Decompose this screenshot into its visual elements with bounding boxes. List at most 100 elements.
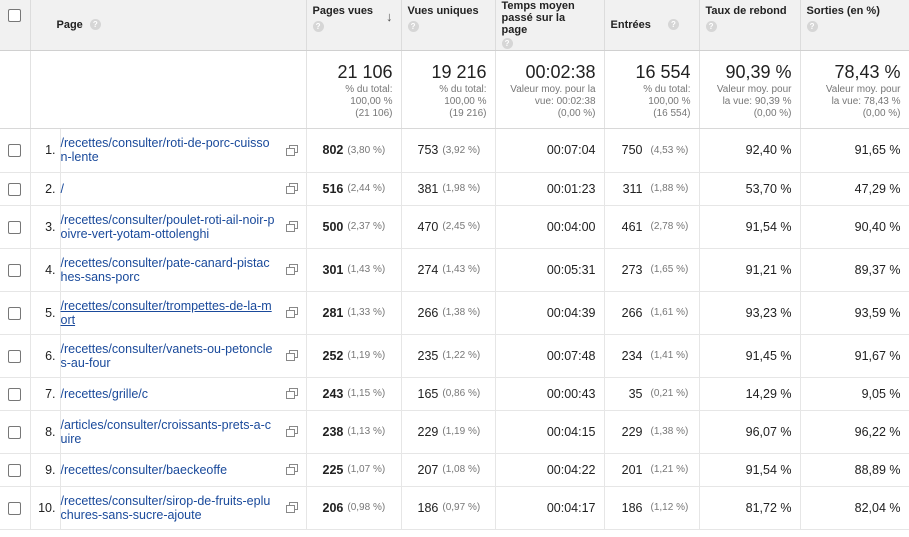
entries-value: 266 [621, 305, 643, 320]
row-checkbox[interactable] [8, 182, 22, 196]
pageviews-percent: (2,37 %) [347, 221, 386, 232]
avg-time-value: 00:00:43 [495, 377, 605, 411]
open-in-new-icon[interactable] [285, 388, 298, 399]
total-sub: (19 216) [449, 107, 487, 119]
pageviews-cell: 802 (3,80 %) [306, 128, 402, 173]
page-cell: /recettes/consulter/roti-de-porc-cuisson… [60, 128, 307, 173]
pageviews-percent: (1,07 %) [347, 464, 386, 475]
pageviews-value: 301 [322, 262, 344, 277]
help-icon[interactable]: ? [705, 21, 717, 32]
row-checkbox-cell [0, 453, 31, 487]
open-in-new-icon[interactable] [285, 426, 298, 437]
unique-value: 266 [417, 305, 439, 320]
row-checkbox[interactable] [8, 263, 22, 277]
unique-percent: (1,19 %) [442, 426, 481, 437]
help-icon[interactable]: ? [312, 21, 324, 32]
page-link[interactable]: /recettes/consulter/sirop-de-fruits-eplu… [60, 493, 271, 522]
row-checkbox[interactable] [8, 387, 22, 401]
open-in-new-icon[interactable] [285, 464, 298, 475]
page-cell: /recettes/grille/c [60, 377, 307, 411]
page-link[interactable]: /recettes/consulter/vanets-ou-petoncles-… [60, 341, 273, 370]
help-icon[interactable]: ? [501, 38, 513, 49]
column-label-bounce: Taux de rebond [705, 5, 787, 17]
row-checkbox[interactable] [8, 463, 22, 477]
pageviews-percent: (1,33 %) [347, 307, 386, 318]
page-link[interactable]: /recettes/consulter/poulet-roti-ail-noir… [60, 212, 275, 241]
exits-value: 89,37 % [800, 248, 909, 292]
unique-cell: 235 (1,22 %) [401, 334, 496, 378]
page-link[interactable]: /recettes/consulter/trompettes-de-la-mor… [60, 298, 272, 327]
page-cell: /recettes/consulter/trompettes-de-la-mor… [60, 291, 307, 335]
bounce-value: 53,70 % [699, 172, 801, 206]
row-checkbox[interactable] [8, 349, 22, 363]
unique-cell: 229 (1,19 %) [401, 410, 496, 454]
bounce-value: 91,54 % [699, 205, 801, 249]
column-header-unique[interactable]: Vues uniques ? [401, 0, 496, 51]
pageviews-percent: (2,44 %) [347, 183, 386, 194]
entries-cell: 461 (2,78 %) [604, 205, 700, 249]
entries-value: 234 [621, 348, 643, 363]
column-header-bounce[interactable]: Taux de rebond ? [699, 0, 801, 51]
open-in-new-icon[interactable] [285, 350, 298, 361]
page-link[interactable]: /recettes/grille/c [60, 386, 149, 401]
sort-descending-icon[interactable]: ↓ [386, 9, 393, 24]
unique-cell: 165 (0,86 %) [401, 377, 496, 411]
row-checkbox[interactable] [8, 501, 22, 515]
pageviews-cell: 301 (1,43 %) [306, 248, 402, 292]
open-in-new-icon[interactable] [285, 307, 298, 318]
avg-time-value: 00:04:22 [495, 453, 605, 487]
total-value: 21 106 [337, 61, 393, 82]
column-label-unique: Vues uniques [407, 5, 479, 17]
column-header-pageviews[interactable]: Pages vues ? ↓ [306, 0, 402, 51]
unique-cell: 381 (1,98 %) [401, 172, 496, 206]
row-checkbox[interactable] [8, 144, 22, 158]
open-in-new-icon[interactable] [285, 144, 298, 156]
row-number: 1. [30, 128, 61, 173]
row-checkbox[interactable] [8, 425, 22, 439]
avg-time-value: 00:04:15 [495, 410, 605, 454]
help-icon[interactable]: ? [667, 19, 679, 31]
help-icon[interactable]: ? [407, 21, 419, 32]
unique-percent: (1,08 %) [442, 464, 481, 475]
pageviews-cell: 516 (2,44 %) [306, 172, 402, 206]
exits-value: 90,40 % [800, 205, 909, 249]
entries-percent: (2,78 %) [650, 221, 689, 232]
row-number: 4. [30, 248, 61, 292]
total-sub: 100,00 % [350, 95, 393, 107]
exits-value: 91,65 % [800, 128, 909, 173]
page-link[interactable]: /recettes/consulter/baeckeoffe [60, 462, 228, 477]
page-link[interactable]: /articles/consulter/croissants-prets-a-c… [60, 417, 271, 446]
select-all-checkbox[interactable] [8, 9, 22, 22]
row-checkbox[interactable] [8, 306, 22, 320]
column-header-exits[interactable]: Sorties (en %) ? [800, 0, 909, 51]
entries-percent: (1,41 %) [650, 350, 689, 361]
entries-percent: (1,61 %) [650, 307, 689, 318]
open-in-new-icon[interactable] [285, 502, 298, 513]
help-icon[interactable]: ? [89, 19, 101, 31]
unique-value: 186 [417, 500, 439, 515]
open-in-new-icon[interactable] [285, 264, 298, 275]
pageviews-cell: 243 (1,15 %) [306, 377, 402, 411]
entries-cell: 234 (1,41 %) [604, 334, 700, 378]
open-in-new-icon[interactable] [285, 221, 298, 232]
entries-cell: 266 (1,61 %) [604, 291, 700, 335]
total-sub: la vue: 90,39 % [722, 95, 792, 107]
column-label-pageviews: Pages vues [312, 5, 374, 17]
avg-time-value: 00:01:23 [495, 172, 605, 206]
page-cell: /recettes/consulter/vanets-ou-petoncles-… [60, 334, 307, 378]
page-link[interactable]: /recettes/consulter/roti-de-porc-cuisson… [60, 136, 270, 164]
row-checkbox[interactable] [8, 220, 22, 234]
page-link[interactable]: / [60, 181, 64, 196]
pageviews-percent: (1,15 %) [347, 388, 386, 399]
pageviews-value: 206 [322, 500, 344, 515]
column-header-entries[interactable]: Entrées ? [604, 0, 700, 51]
column-header-page[interactable]: Page ? [30, 0, 307, 51]
pageviews-cell: 252 (1,19 %) [306, 334, 402, 378]
pageviews-value: 500 [322, 219, 344, 234]
bounce-value: 96,07 % [699, 410, 801, 454]
page-link[interactable]: /recettes/consulter/pate-canard-pistache… [60, 255, 270, 284]
bounce-value: 81,72 % [699, 486, 801, 530]
open-in-new-icon[interactable] [285, 183, 298, 194]
help-icon[interactable]: ? [806, 21, 818, 32]
column-header-avg-time[interactable]: Temps moyen passé sur la page ? [495, 0, 605, 51]
